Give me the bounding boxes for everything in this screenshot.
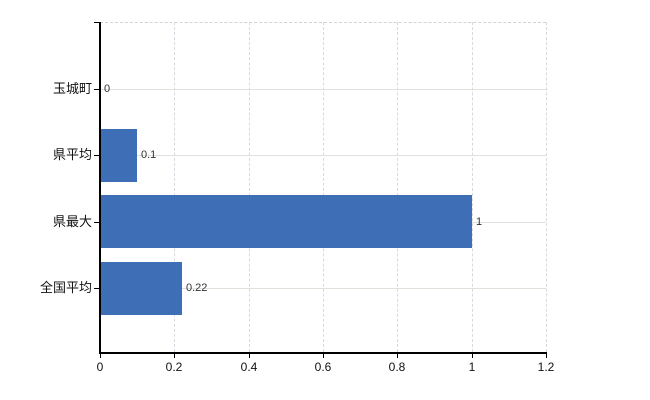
category-label: 県平均 [52, 147, 92, 162]
y-axis-tick [94, 89, 100, 90]
bar-value-label: 0.1 [141, 149, 157, 161]
x-tick-label: 0.8 [388, 360, 406, 374]
y-axis-tick [94, 288, 100, 289]
horizontal-gridline [100, 155, 546, 156]
x-axis-tick [472, 352, 473, 358]
x-axis-tick [174, 352, 175, 358]
x-axis-tick [546, 352, 547, 358]
x-tick-label: 0.4 [240, 360, 258, 374]
x-tick-label: 1 [468, 360, 476, 374]
x-axis-line [99, 352, 546, 354]
bar [101, 195, 472, 248]
bar [101, 262, 182, 315]
category-label: 全国平均 [39, 280, 92, 295]
horizontal-gridline [100, 288, 546, 289]
x-axis-tick [397, 352, 398, 358]
vertical-gridline [397, 22, 398, 352]
y-axis-tick [94, 222, 100, 223]
x-axis-tick [323, 352, 324, 358]
vertical-gridline [323, 22, 324, 352]
category-label: 県最大 [52, 214, 92, 229]
x-tick-label: 0 [96, 360, 104, 374]
x-tick-label: 0.6 [314, 360, 332, 374]
y-axis-line [99, 22, 101, 352]
horizontal-gridline [100, 89, 546, 90]
vertical-gridline [249, 22, 250, 352]
x-tick-label: 1.2 [537, 360, 555, 374]
bar-value-label: 1 [476, 216, 483, 228]
x-axis-tick [249, 352, 250, 358]
category-label: 玉城町 [52, 81, 92, 96]
vertical-gridline [546, 22, 547, 352]
bar [101, 129, 137, 182]
bar-value-label: 0.22 [186, 282, 208, 294]
vertical-gridline [174, 22, 175, 352]
y-axis-top-tick [94, 22, 100, 23]
x-tick-label: 0.2 [165, 360, 183, 374]
bar-value-label: 0 [104, 83, 111, 95]
y-axis-tick [94, 155, 100, 156]
x-axis-tick [100, 352, 101, 358]
vertical-gridline [472, 22, 473, 352]
